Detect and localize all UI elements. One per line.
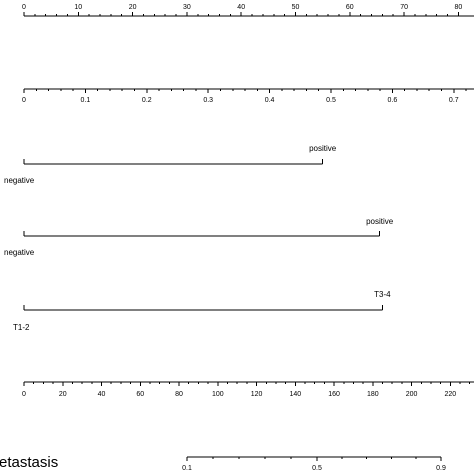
binary-predictor-2-level-label-low: negative bbox=[4, 248, 35, 257]
metastasis-probability-axis: etastasis 0.1 0.5 0.9 bbox=[0, 454, 446, 472]
total-points-tick-label: 200 bbox=[406, 391, 418, 398]
t-stage-level-label-low: T1-2 bbox=[13, 323, 30, 332]
total-points-tick-label: 160 bbox=[328, 391, 340, 398]
total-points-tick-label: 180 bbox=[367, 391, 379, 398]
points-tick-label: 50 bbox=[292, 4, 300, 11]
binary-predictor-1-level-label-low: negative bbox=[4, 176, 35, 185]
points-tick-label: 70 bbox=[400, 4, 408, 11]
points-tick-label: 80 bbox=[455, 4, 463, 11]
total-points-tick-label: 80 bbox=[175, 391, 183, 398]
points-tick-label: 60 bbox=[346, 4, 354, 11]
t-stage-scale: T1-2 T3-4 bbox=[13, 290, 391, 332]
continuous-predictor-tick-label: 0.2 bbox=[142, 97, 152, 104]
total-points-tick-label: 220 bbox=[445, 391, 457, 398]
continuous-predictor-tick-label: 0.7 bbox=[449, 97, 459, 104]
continuous-predictor-tick-label: 0 bbox=[22, 97, 26, 104]
continuous-predictor-tick-label: 0.6 bbox=[388, 97, 398, 104]
points-tick-label: 10 bbox=[74, 4, 82, 11]
total-points-tick-label: 20 bbox=[59, 391, 67, 398]
total-points-axis: 0 20 40 60 80 100 120 140 160 180 200 220 bbox=[22, 381, 474, 398]
continuous-predictor-tick-label: 0.5 bbox=[326, 97, 336, 104]
total-points-tick-label: 120 bbox=[251, 391, 263, 398]
binary-predictor-1-scale: negative positive bbox=[4, 144, 337, 185]
metastasis-probability-tick-label: 0.5 bbox=[312, 465, 322, 472]
total-points-tick-label: 60 bbox=[136, 391, 144, 398]
total-points-tick-label: 100 bbox=[212, 391, 224, 398]
binary-predictor-2-level-label-high: positive bbox=[366, 217, 394, 226]
points-tick-label: 30 bbox=[183, 4, 191, 11]
total-points-tick-label: 40 bbox=[98, 391, 106, 398]
continuous-predictor-tick-label: 0.4 bbox=[265, 97, 275, 104]
points-tick-label: 0 bbox=[22, 4, 26, 11]
t-stage-level-label-high: T3-4 bbox=[374, 290, 391, 299]
binary-predictor-1-level-label-high: positive bbox=[309, 144, 337, 153]
points-tick-label: 20 bbox=[129, 4, 137, 11]
continuous-predictor-tick-label: 0.3 bbox=[203, 97, 213, 104]
metastasis-probability-tick-label: 0.1 bbox=[182, 465, 192, 472]
binary-predictor-2-scale: negative positive bbox=[4, 217, 394, 257]
total-points-tick-label: 0 bbox=[22, 391, 26, 398]
continuous-predictor-tick-label: 0.1 bbox=[81, 97, 91, 104]
total-points-tick-label: 140 bbox=[289, 391, 301, 398]
points-tick-label: 40 bbox=[237, 4, 245, 11]
metastasis-row-title: etastasis bbox=[0, 454, 58, 471]
metastasis-probability-tick-label: 0.9 bbox=[436, 465, 446, 472]
points-axis: 0 10 20 30 40 50 60 70 80 bbox=[22, 4, 474, 17]
continuous-predictor-axis: 0 0.1 0.2 0.3 0.4 0.5 0.6 0.7 bbox=[22, 88, 474, 104]
